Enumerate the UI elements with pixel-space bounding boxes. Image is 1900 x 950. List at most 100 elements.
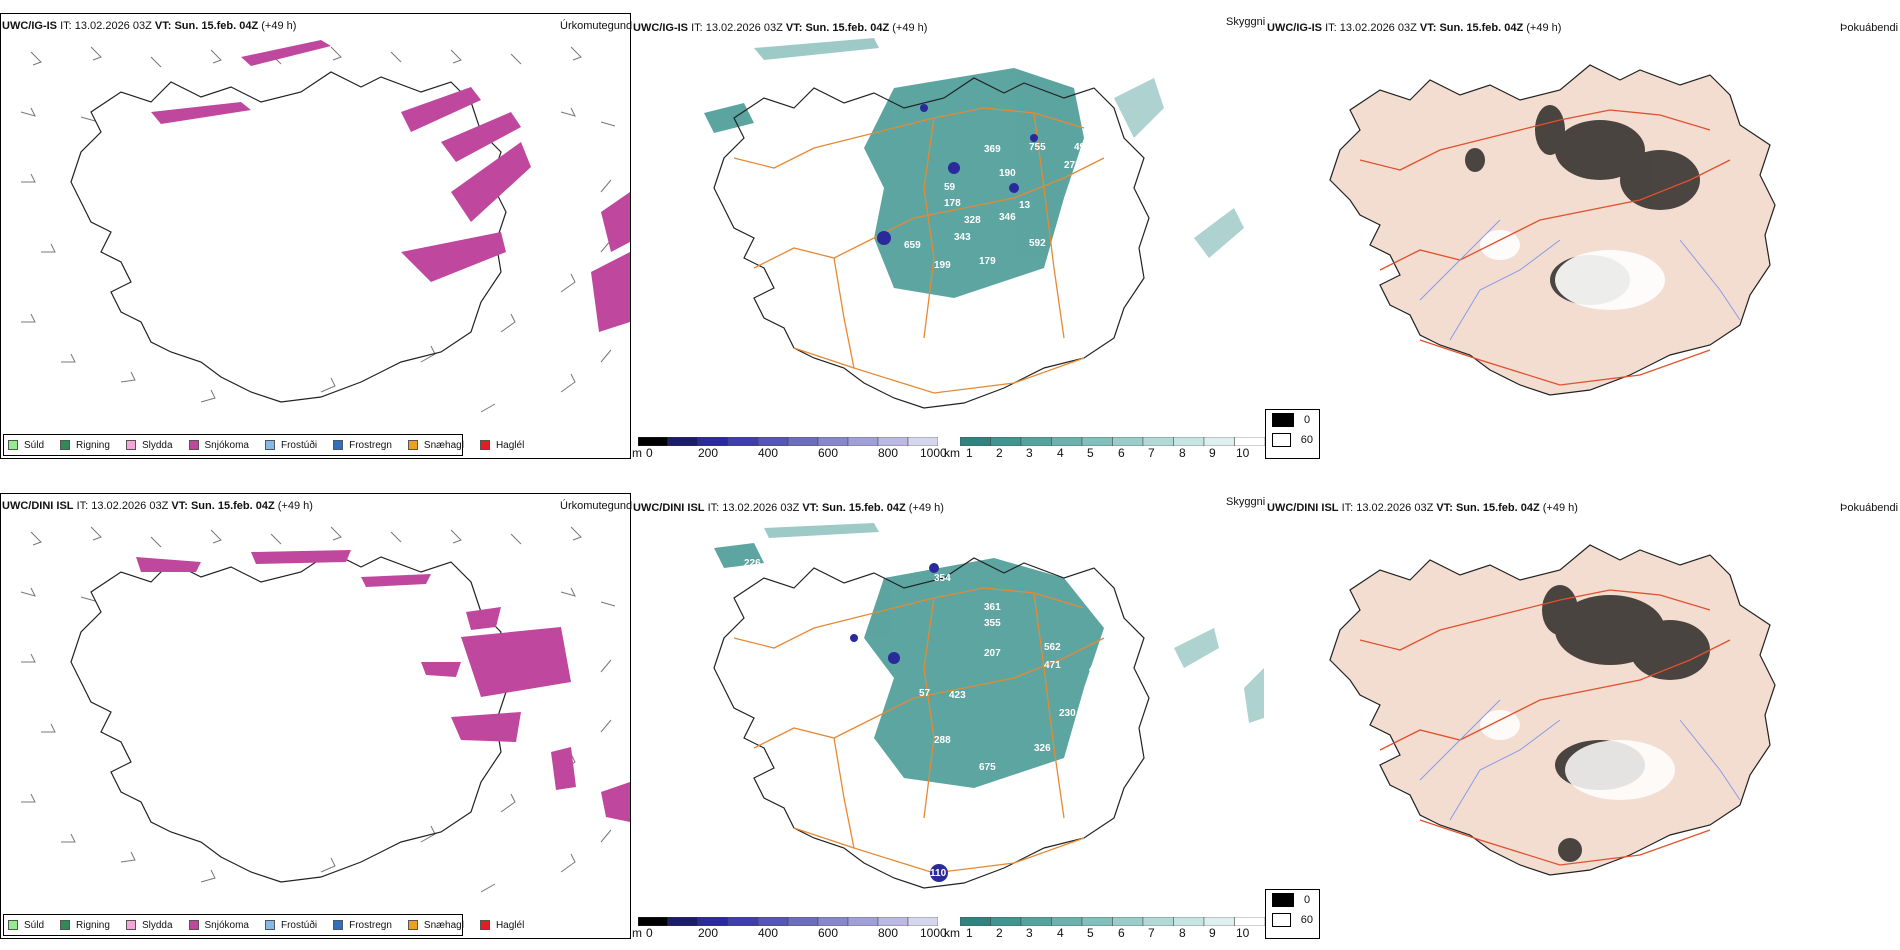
- fog-legend-swatch: [1272, 913, 1291, 927]
- precip-map-row2: [20, 526, 630, 893]
- snow-areas: [151, 40, 630, 332]
- precip-panel-row1: [0, 13, 631, 459]
- road-network: [1359, 109, 1731, 386]
- tick-unit: km: [944, 446, 960, 460]
- fog-legend-row2: 0 60: [1265, 889, 1320, 939]
- cloudbase-label: 57: [919, 688, 931, 699]
- legend-item: Snjókoma: [188, 920, 249, 931]
- panel-title-fog-row1: UWC/IG-IS IT: 13.02.2026 03Z VT: Sun. 15…: [1267, 22, 1562, 34]
- cloudbase-label: 13: [1019, 200, 1031, 211]
- cloudbase-label: 190: [999, 168, 1016, 179]
- tick-label: 9: [1209, 926, 1216, 940]
- cloudbase-label: 230: [1059, 708, 1076, 719]
- legend-swatch: [407, 440, 418, 450]
- cloudbase-labels: 354 361 355 562 207 471 405 423 57 230 3…: [744, 558, 1106, 879]
- visibility-ticks-row2: km 1 2 3 4 5 6 7 8 9 10: [944, 926, 1274, 940]
- cloudbase-label: 346: [999, 212, 1016, 223]
- wind-barbs: [20, 526, 616, 893]
- cloudbase-colorbar-row1: [638, 437, 938, 446]
- cloudbase-label: 659: [904, 240, 921, 251]
- tick-label: 3: [1026, 446, 1033, 460]
- legend-item: Snæhagl: [407, 440, 464, 451]
- legend-swatch: [60, 920, 71, 930]
- panel-title-precip-row1: UWC/IG-IS IT: 13.02.2026 03Z VT: Sun. 15…: [2, 20, 297, 32]
- legend-swatch: [264, 440, 275, 450]
- tick-label: 600: [818, 926, 839, 940]
- legend-item: Frostúði: [264, 920, 317, 931]
- tick-label: 200: [698, 446, 719, 460]
- legend-swatch: [479, 440, 490, 450]
- tick-label: 10: [1236, 446, 1250, 460]
- cloudbase-label: 361: [984, 602, 1001, 613]
- panel-title-cloud-row1: UWC/IG-IS IT: 13.02.2026 03Z VT: Sun. 15…: [633, 22, 928, 34]
- cloudbase-label: 369: [984, 144, 1001, 155]
- legend-swatch: [8, 920, 18, 930]
- legend-item: Frostregn: [333, 440, 392, 451]
- snow-areas: [136, 550, 630, 822]
- legend-item: Frostúði: [264, 440, 317, 451]
- legend-swatch: [188, 440, 199, 450]
- fog-legend-swatch: [1272, 413, 1294, 427]
- param-label-fog-row1: Þokuábendi: [1840, 22, 1899, 34]
- legend-item: Snjókoma: [188, 440, 249, 451]
- cloudbase-labels: 755 499 278 190 369 13 346 328 343 592 2…: [904, 142, 1091, 271]
- tick-label: 9: [1209, 446, 1216, 460]
- cloudbase-label: 354: [934, 573, 951, 584]
- iceland-land: [1329, 64, 1776, 396]
- cloudbase-label: 499: [1074, 142, 1091, 153]
- tick-label: 800: [878, 926, 899, 940]
- legend-item: Haglél: [479, 920, 524, 931]
- tick-label: 6: [1118, 446, 1125, 460]
- tick-label: 2: [996, 446, 1003, 460]
- tick-label: 4: [1057, 926, 1064, 940]
- tick-label: 8: [1179, 926, 1186, 940]
- param-label-cloud-row2: Skyggni: [1226, 496, 1266, 508]
- cloudbase-label: 199: [934, 260, 951, 271]
- tick-unit: m: [632, 926, 642, 940]
- legend-item: Súld: [8, 440, 44, 451]
- panel-title-precip-row2: UWC/DINI ISL IT: 13.02.2026 03Z VT: Sun.…: [2, 500, 313, 512]
- tick-label: 7: [1148, 926, 1155, 940]
- cloudbase-label: 755: [1029, 142, 1046, 153]
- param-label-cloud-row1: Skyggni: [1226, 16, 1266, 28]
- visibility-colorbar-row1: [960, 437, 1265, 446]
- tick-label: 400: [758, 926, 779, 940]
- fog-map-row2: [1329, 544, 1776, 876]
- tick-label: 1000: [920, 926, 947, 940]
- fog-map-row1: [1329, 64, 1776, 396]
- glaciers: [1480, 230, 1665, 310]
- fog-legend-item: 0: [1266, 410, 1319, 430]
- tick-label: 3: [1026, 926, 1033, 940]
- cloudbase-label: 278: [1064, 160, 1081, 171]
- low-cloud-patches: [850, 563, 948, 882]
- legend-item: Haglél: [479, 440, 524, 451]
- cloudbase-label: 423: [949, 690, 966, 701]
- road-network: [1359, 589, 1731, 866]
- iceland-outline: [70, 71, 507, 403]
- legend-swatch: [60, 440, 71, 450]
- tick-label: 0: [646, 926, 653, 940]
- cloudbase-label: 405: [1089, 664, 1106, 675]
- panel-title-cloud-row2: UWC/DINI ISL IT: 13.02.2026 03Z VT: Sun.…: [633, 502, 944, 514]
- tick-label: 8: [1179, 446, 1186, 460]
- river-network: [1419, 699, 1741, 821]
- cloudbase-label: 207: [984, 648, 1001, 659]
- legend-item: Slydda: [125, 920, 173, 931]
- cloudbase-label: 592: [1029, 238, 1046, 249]
- legend-swatch: [333, 920, 344, 930]
- fog-legend-item: 60: [1266, 430, 1319, 450]
- low-cloud-patches: [877, 104, 1038, 245]
- cloudbase-label: 675: [979, 762, 996, 773]
- tick-label: 2: [996, 926, 1003, 940]
- param-label-precip-row1: Úrkomutegund: [560, 20, 633, 32]
- cloudbase-ticks-row1: m 0 200 400 600 800 1000: [632, 446, 947, 460]
- legend-swatch: [8, 440, 18, 450]
- tick-label: 10: [1236, 926, 1250, 940]
- param-label-precip-row2: Úrkomutegund: [560, 500, 633, 512]
- visibility-ticks-row1: km 1 2 3 4 5 6 7 8 9 10: [944, 446, 1274, 460]
- cloud-map-row1: 755 499 278 190 369 13 346 328 343 592 2…: [704, 38, 1244, 409]
- legend-swatch: [125, 440, 136, 450]
- tick-label: 1: [966, 926, 973, 940]
- cloudbase-label: 355: [984, 618, 1001, 629]
- cloudbase-label: 326: [1034, 743, 1051, 754]
